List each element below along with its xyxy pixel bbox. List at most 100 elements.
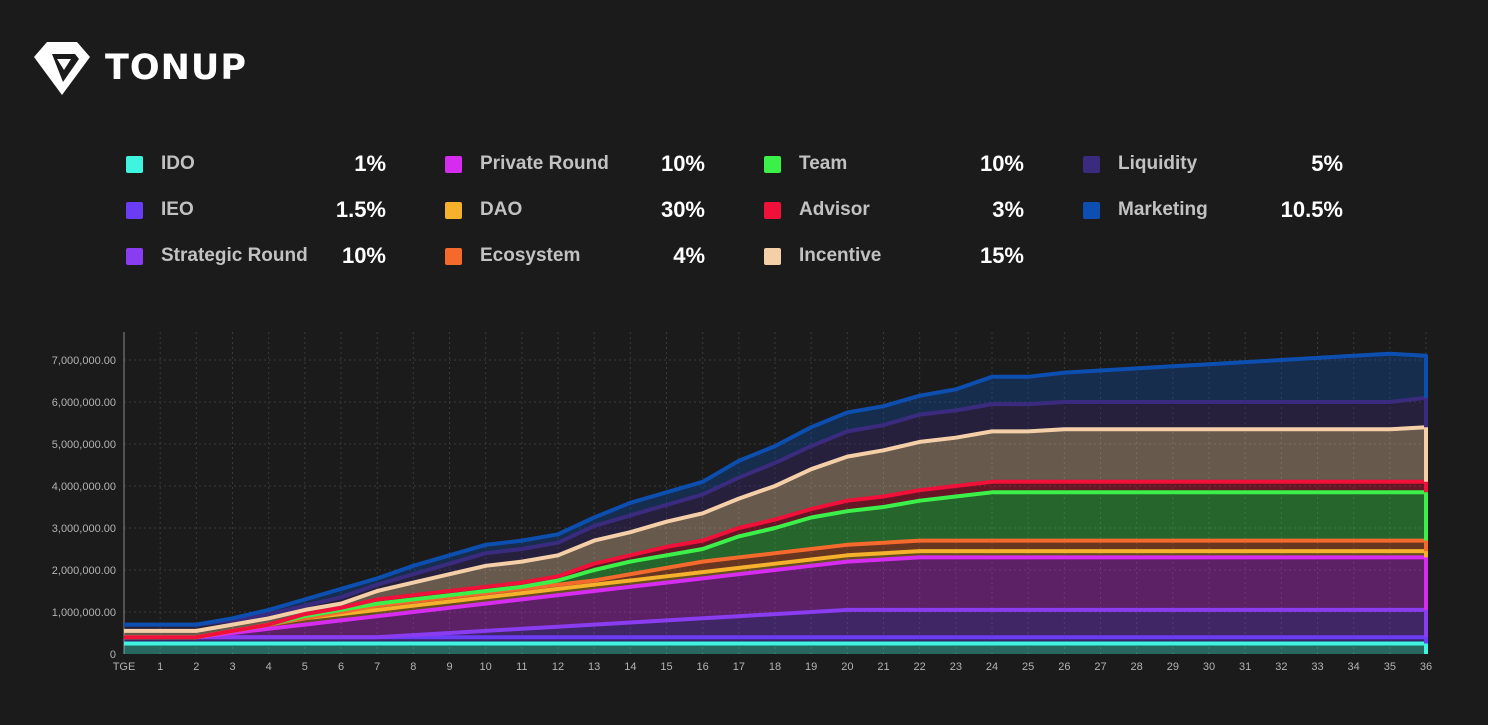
legend-item: IEO 1.5% <box>126 196 386 224</box>
x-tick-label: 17 <box>733 661 745 673</box>
x-tick-label: 3 <box>229 661 235 673</box>
series-area <box>124 492 1426 638</box>
y-tick-label: 6,000,000.00 <box>52 397 116 409</box>
legend-item: Incentive 15% <box>764 242 1024 270</box>
series-line <box>124 538 1428 640</box>
legend-swatch <box>126 155 143 173</box>
series-area <box>124 557 1426 638</box>
legend-value: 5% <box>1311 151 1343 176</box>
series-line <box>124 479 1428 640</box>
x-tick-label: 5 <box>302 661 308 673</box>
x-tick-label: 19 <box>805 661 817 673</box>
legend-label: Advisor <box>799 199 870 220</box>
legend-label: IDO <box>161 153 195 174</box>
series-area <box>124 427 1426 638</box>
chart-legend: IDO 1% Private Round 10% Team 10% Liquidity 5% I… <box>126 150 1343 270</box>
x-tick-label: 9 <box>446 661 452 673</box>
x-tick-label: 1 <box>157 661 163 673</box>
x-tick-label: 6 <box>338 661 344 673</box>
tonup-shield-icon <box>34 42 90 95</box>
legend-item: Marketing 10.5% <box>1083 196 1343 224</box>
legend-swatch <box>445 155 462 173</box>
x-tick-label: 35 <box>1384 661 1396 673</box>
legend-item: Team 10% <box>764 150 1024 178</box>
x-tick-label: 20 <box>841 661 853 673</box>
series-line <box>124 490 1428 640</box>
x-tick-label: 14 <box>624 661 636 673</box>
x-tick-label: 10 <box>480 661 492 673</box>
legend-label: Team <box>799 153 848 174</box>
x-tick-label: 12 <box>552 661 564 673</box>
legend-label: Private Round <box>480 153 609 174</box>
legend-swatch <box>445 247 462 265</box>
legend-swatch <box>764 247 781 265</box>
legend-value: 1% <box>354 151 386 176</box>
series-line <box>124 641 1428 654</box>
legend-item: Private Round 10% <box>445 150 705 178</box>
y-tick-label: 1,000,000.00 <box>52 607 116 619</box>
legend-swatch <box>764 201 781 219</box>
x-tick-label: 8 <box>410 661 416 673</box>
series-line <box>124 607 1428 640</box>
x-tick-label: 34 <box>1348 661 1360 673</box>
legend-value: 15% <box>979 243 1024 268</box>
legend-value: 10% <box>660 151 705 176</box>
legend-swatch <box>126 247 143 265</box>
x-tick-label: 28 <box>1131 661 1143 673</box>
legend-label: Marketing <box>1118 199 1208 220</box>
y-tick-label: 7,000,000.00 <box>52 355 116 367</box>
x-tick-label: 32 <box>1275 661 1287 673</box>
x-tick-label: 33 <box>1311 661 1323 673</box>
x-tick-label: 4 <box>266 661 272 673</box>
legend-swatch <box>764 155 781 173</box>
legend-item: Ecosystem 4% <box>445 242 705 270</box>
series-line <box>124 425 1428 633</box>
x-tick-label: 29 <box>1167 661 1179 673</box>
legend-value: 4% <box>673 243 705 268</box>
series-line <box>124 395 1428 627</box>
x-tick-label: 23 <box>950 661 962 673</box>
legend-swatch <box>445 201 462 219</box>
x-tick-label: 36 <box>1420 661 1432 673</box>
x-tick-label: 25 <box>1022 661 1034 673</box>
legend-label: Ecosystem <box>480 245 581 266</box>
legend-value: 10.5% <box>1280 197 1343 222</box>
y-tick-label: 5,000,000.00 <box>52 439 116 451</box>
legend-label: Strategic Round <box>161 245 308 266</box>
x-tick-label: 18 <box>769 661 781 673</box>
legend-label: DAO <box>480 199 523 220</box>
x-tick-label: 11 <box>516 661 527 673</box>
legend-item: IDO 1% <box>126 150 386 178</box>
x-tick-label: 15 <box>660 661 672 673</box>
x-tick-label: 7 <box>374 661 380 673</box>
series-area <box>124 609 1426 638</box>
legend-label: IEO <box>161 199 194 220</box>
series-area <box>124 643 1426 654</box>
legend-value: 10% <box>341 243 386 268</box>
legend-value: 1.5% <box>335 197 386 222</box>
series-line <box>124 351 1428 627</box>
x-tick-label: 16 <box>697 661 709 673</box>
y-tick-label: 4,000,000.00 <box>52 481 116 493</box>
legend-item: DAO 30% <box>445 196 705 224</box>
x-tick-label: 22 <box>914 661 926 673</box>
legend-label: Liquidity <box>1118 153 1198 174</box>
legend-swatch <box>126 201 143 219</box>
x-tick-label: TGE <box>113 661 136 673</box>
series-line <box>124 549 1428 640</box>
x-tick-label: 2 <box>193 661 199 673</box>
legend-swatch <box>1083 201 1100 219</box>
legend-value: 30% <box>660 197 705 222</box>
x-tick-label: 21 <box>877 661 889 673</box>
legend-swatch <box>1083 155 1100 173</box>
x-tick-label: 27 <box>1094 661 1106 673</box>
y-tick-label: 3,000,000.00 <box>52 523 116 535</box>
brand-name: TONUP <box>105 48 247 88</box>
legend-value: 10% <box>979 151 1024 176</box>
brand-logo: TONUP <box>33 40 247 96</box>
x-tick-label: 24 <box>986 661 998 673</box>
x-tick-label: 31 <box>1239 661 1251 673</box>
legend-item: Liquidity 5% <box>1083 150 1343 178</box>
legend-item: Advisor 3% <box>764 196 1024 224</box>
